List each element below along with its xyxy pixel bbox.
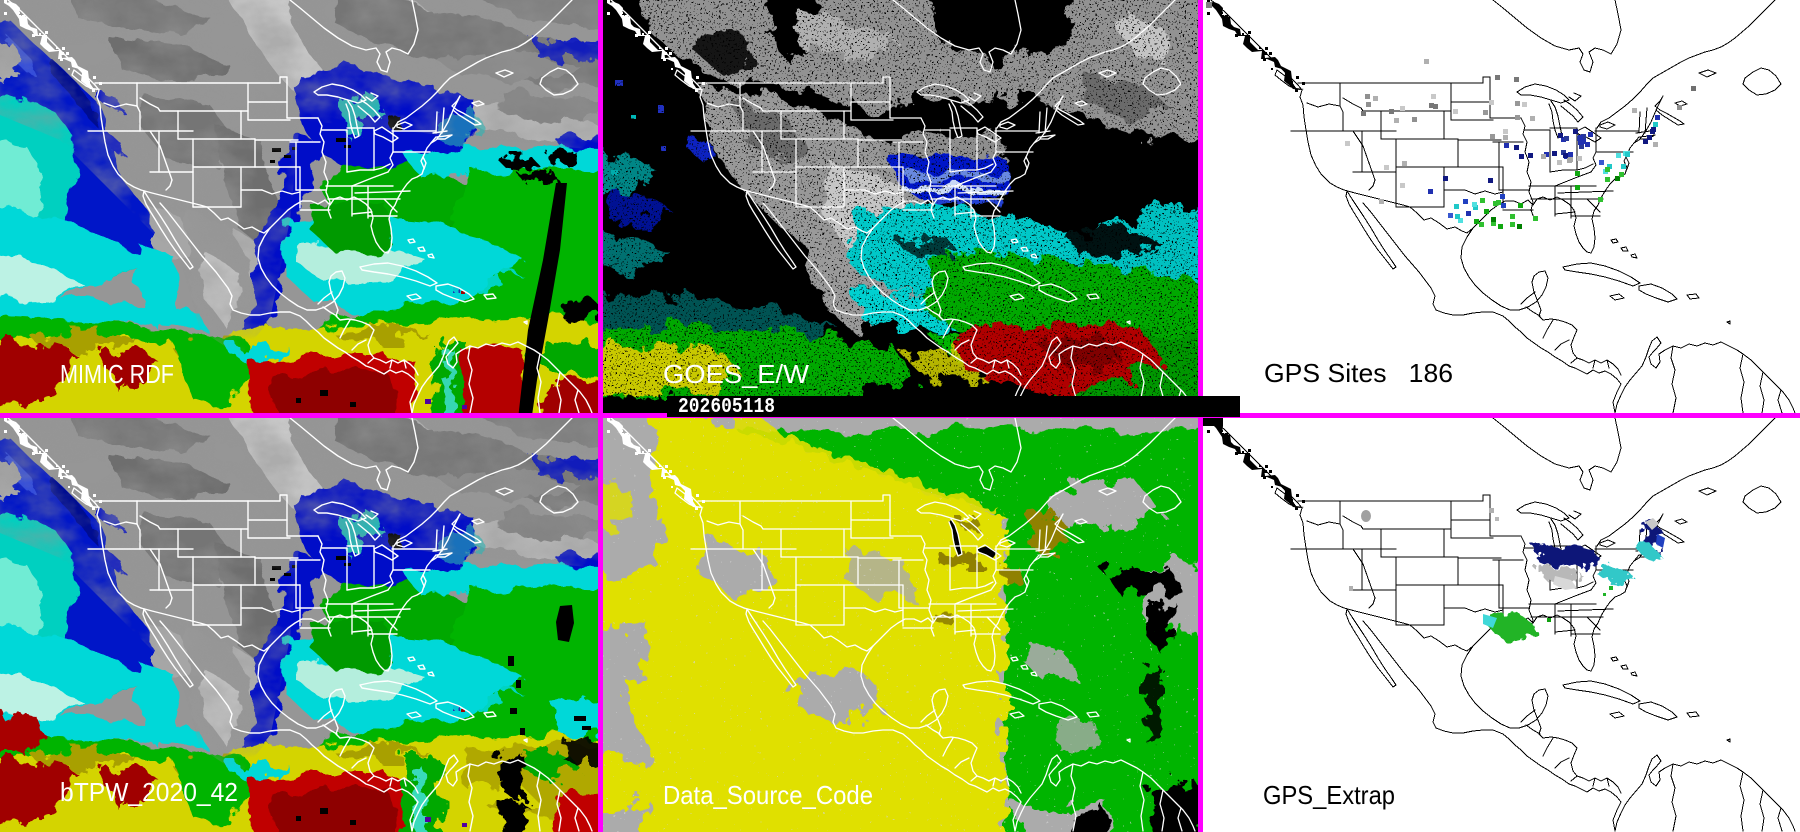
svg-text:MIMIC RDF: MIMIC RDF [60,359,174,389]
svg-text:202605118: 202605118 [678,396,775,419]
svg-text:GOES_E/W: GOES_E/W [663,359,809,389]
svg-text:Data_Source_Code: Data_Source_Code [663,780,873,810]
svg-text:bTPW_2020_42: bTPW_2020_42 [60,777,238,807]
svg-text:GPS Sites 186: GPS Sites 186 [1264,358,1453,388]
svg-text:GPS_Extrap: GPS_Extrap [1263,780,1395,810]
